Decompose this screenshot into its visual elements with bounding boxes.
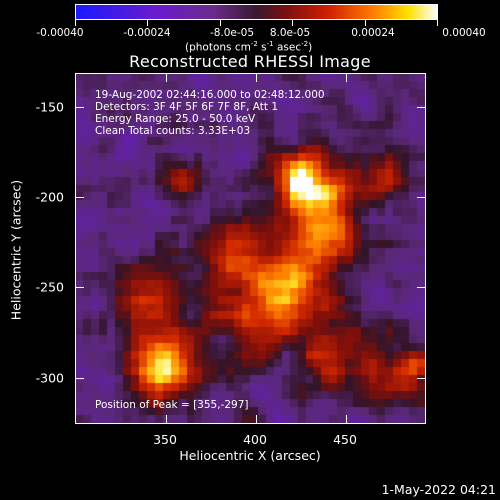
y-tick xyxy=(417,197,425,198)
rhessi-image-plot: 19-Aug-2002 02:44:16.000 to 02:48:12.000… xyxy=(75,73,426,424)
colorbar-tick-label: -8.0e-05 xyxy=(209,27,255,39)
colorbar-tick xyxy=(220,20,221,26)
x-axis-title: Heliocentric X (arcsec) xyxy=(179,448,321,463)
colorbar-units: (photons cm-2 s-1 asec-2) xyxy=(185,40,313,54)
colorbar-tick-label: 0.00040 xyxy=(442,27,486,39)
y-axis-title: Heliocentric Y (arcsec) xyxy=(8,179,24,321)
rhessi-image-canvas xyxy=(76,74,425,423)
colorbar-tick xyxy=(75,20,76,26)
y-tick xyxy=(417,107,425,108)
colorbar-tick-label: -0.00024 xyxy=(123,27,171,39)
y-tick xyxy=(417,378,425,379)
plot-timestamp: 1-May-2022 04:21 xyxy=(381,482,496,497)
y-tick xyxy=(76,287,84,288)
annotation-energy: Energy Range: 25.0 - 50.0 keV xyxy=(95,113,256,125)
x-tick-label: 400 xyxy=(243,432,267,447)
x-tick-label: 350 xyxy=(153,432,177,447)
y-tick-label: -300 xyxy=(35,370,64,386)
colorbar-tick xyxy=(147,20,148,26)
colorbar-tick-label: 0.00024 xyxy=(351,27,395,39)
annotation-detectors: Detectors: 3F 4F 5F 6F 7F 8F, Att 1 xyxy=(95,101,279,113)
colorbar-tick xyxy=(292,20,293,26)
colorbar-tick xyxy=(437,20,438,26)
y-tick-label: -200 xyxy=(35,189,64,205)
x-tick xyxy=(166,415,167,423)
x-tick xyxy=(166,74,167,82)
x-tick xyxy=(256,415,257,423)
y-tick xyxy=(76,197,84,198)
colorbar-tick-label: 8.0e-05 xyxy=(269,27,311,39)
y-tick xyxy=(417,287,425,288)
y-tick-label: -250 xyxy=(35,279,64,295)
x-tick xyxy=(346,415,347,423)
x-tick xyxy=(346,74,347,82)
annotation-time-range: 19-Aug-2002 02:44:16.000 to 02:48:12.000 xyxy=(95,89,325,101)
x-tick-label: 450 xyxy=(333,432,357,447)
x-tick xyxy=(256,74,257,82)
annotation-clean-counts: Clean Total counts: 3.33E+03 xyxy=(95,125,251,137)
colorbar-tick xyxy=(365,20,366,26)
image-title: Reconstructed RHESSI Image xyxy=(129,52,371,71)
colorbar-tick-label: -0.00040 xyxy=(36,27,84,39)
colorbar xyxy=(75,4,438,20)
y-tick xyxy=(76,107,84,108)
y-tick xyxy=(76,378,84,379)
annotation-peak-position: Position of Peak = [355,-297] xyxy=(95,399,249,411)
y-tick-label: -150 xyxy=(35,99,64,115)
